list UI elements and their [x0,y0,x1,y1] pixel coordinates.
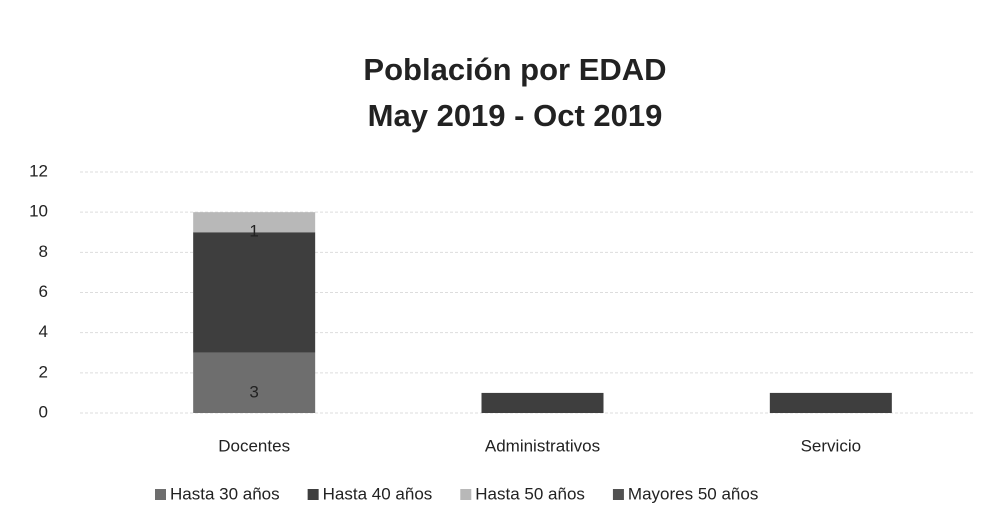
legend-swatch [612,489,624,500]
y-tick-label: 10 [29,202,48,221]
y-tick-label: 0 [39,402,48,421]
y-tick-label: 12 [29,161,48,180]
y-tick-label: 2 [39,362,48,381]
x-tick-label: Docentes [218,436,290,455]
bar-segment [769,392,892,413]
x-tick-label: Administrativos [485,436,600,455]
y-tick-label: 4 [39,322,48,341]
bar-segment [193,212,316,233]
data-label: 1 [249,222,258,241]
chart-title: Población por EDAD [363,52,666,87]
bar-segment [481,392,604,413]
legend-label: Mayores 50 años [628,484,758,503]
y-tick-label: 6 [39,282,48,301]
x-tick-label: Servicio [801,436,861,455]
legend-swatch [155,489,166,500]
chart-subtitle: May 2019 - Oct 2019 [368,98,663,133]
legend-swatch [307,489,319,500]
legend-label: Hasta 30 años [170,484,280,503]
legend-swatch [460,489,472,500]
y-tick-label: 8 [39,242,48,261]
data-label: 3 [249,382,258,401]
bar-segment [193,352,316,413]
legend-label: Hasta 50 años [475,484,585,503]
bar-segment [193,232,316,353]
legend-label: Hasta 40 años [323,484,433,503]
